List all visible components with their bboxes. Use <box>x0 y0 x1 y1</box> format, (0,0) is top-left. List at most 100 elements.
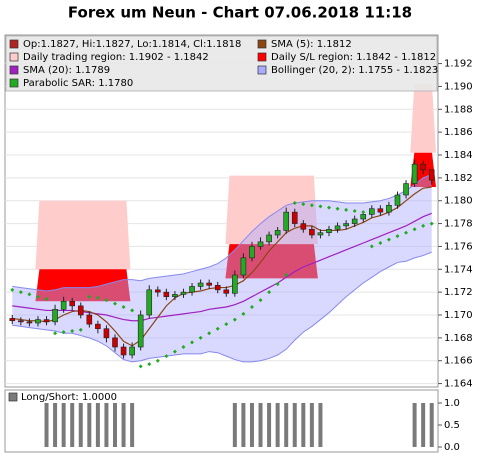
candle-body <box>18 320 24 323</box>
legend-swatch <box>9 52 19 62</box>
legend-box <box>5 35 438 92</box>
candle-body <box>428 169 435 181</box>
bollinger-upper <box>12 173 432 292</box>
y-tick-label: 1.170 <box>444 310 473 321</box>
sar-dot <box>224 322 229 327</box>
candle-body <box>386 204 392 213</box>
bar <box>70 403 75 447</box>
candle-body <box>112 337 118 348</box>
sar-dot <box>395 234 400 239</box>
legend-label: Daily S/L region: 1.1842 - 1.1812 <box>271 52 436 63</box>
candle-body <box>95 323 101 330</box>
sar-dot <box>70 329 75 333</box>
sar-dot <box>207 331 212 336</box>
bar <box>78 403 83 447</box>
bar <box>232 403 237 447</box>
candle-body <box>26 321 33 324</box>
bar <box>421 403 426 447</box>
candle-body <box>52 308 58 323</box>
bar <box>241 403 246 447</box>
y-tick-label: 1.164 <box>444 379 473 390</box>
bar <box>249 403 254 447</box>
bar <box>301 403 306 447</box>
legend-label: SMA (20): 1.1789 <box>23 65 110 76</box>
bollinger-fill <box>12 174 432 362</box>
candle-body <box>197 282 204 287</box>
legend-label: Daily trading region: 1.1902 - 1.1842 <box>23 52 209 63</box>
sar-dot <box>155 358 160 363</box>
y-tick-label: 1.184 <box>444 150 473 161</box>
sar-dot <box>429 221 434 226</box>
legend-label: SMA (5): 1.1812 <box>271 39 352 50</box>
sar-dot <box>232 317 237 322</box>
sar-dot <box>172 349 177 354</box>
candle-body <box>309 228 315 236</box>
candle-body <box>180 291 187 295</box>
y-tick-label: 1.190 <box>444 81 473 92</box>
sar-dot <box>190 340 195 345</box>
sar-dot <box>147 362 152 367</box>
candle-body <box>155 289 161 293</box>
sar-dot <box>249 305 254 309</box>
candle-body <box>9 318 16 322</box>
sar-dot <box>361 210 366 215</box>
candle-body <box>137 314 144 348</box>
candle-body <box>120 346 127 356</box>
sar-dot <box>318 204 323 209</box>
y-tick-label: 1.188 <box>444 104 473 115</box>
sar-dot <box>404 230 409 235</box>
sar-dot <box>181 345 186 349</box>
trading-region <box>35 200 131 270</box>
sar-dot <box>95 295 100 300</box>
bar <box>61 403 66 447</box>
legend-swatch <box>9 39 19 49</box>
sar-dot <box>421 223 426 228</box>
bar <box>130 403 135 447</box>
sar-dot <box>27 292 32 297</box>
candle-body <box>334 225 341 230</box>
sar-dot <box>327 205 331 210</box>
bar <box>429 403 434 447</box>
bar <box>275 403 280 447</box>
candle-body <box>189 286 195 293</box>
candle-body <box>43 319 50 323</box>
sar-dot <box>10 287 15 292</box>
candle-body <box>232 274 238 294</box>
bar <box>292 403 297 447</box>
sar-dot <box>61 330 66 335</box>
y-tick-label: 1.172 <box>444 287 473 298</box>
trading-region <box>410 84 436 153</box>
sl-region <box>225 244 318 279</box>
legend-label: Parabolic SAR: 1.1780 <box>23 78 133 89</box>
legend-swatch <box>9 78 19 88</box>
sl-region <box>35 269 131 302</box>
candle-body <box>300 223 307 230</box>
sar-dot <box>113 301 117 306</box>
sar-dot <box>292 201 297 205</box>
sar-dot <box>412 227 417 232</box>
candle-body <box>172 294 178 298</box>
candle-body <box>35 319 41 324</box>
bar <box>95 403 100 447</box>
bollinger-lower <box>12 251 432 363</box>
sar-dot <box>121 305 126 309</box>
sar-dot <box>35 294 40 299</box>
bar <box>267 403 272 447</box>
sar-dot <box>267 290 272 295</box>
bar <box>121 403 126 447</box>
y-tick-label: 1.166 <box>444 356 473 367</box>
y-tick-label: 1.168 <box>444 333 473 344</box>
y-tick-label: 1.174 <box>444 264 473 275</box>
legend-label: Bollinger (20, 2): 1.1755 - 1.1823 <box>271 65 438 76</box>
candle-body <box>377 208 384 213</box>
bar <box>258 403 263 447</box>
sar-dot <box>378 241 383 245</box>
y-tick-label: 1.178 <box>444 219 473 230</box>
candle-body <box>86 314 93 325</box>
candle-body <box>163 291 170 298</box>
sar-dot <box>53 331 58 336</box>
sar-dot <box>352 209 357 213</box>
plot-area <box>4 389 439 453</box>
legend-label: Op:1.1827, Hi:1.1827, Lo:1.1814, Cl:1.18… <box>23 39 241 50</box>
